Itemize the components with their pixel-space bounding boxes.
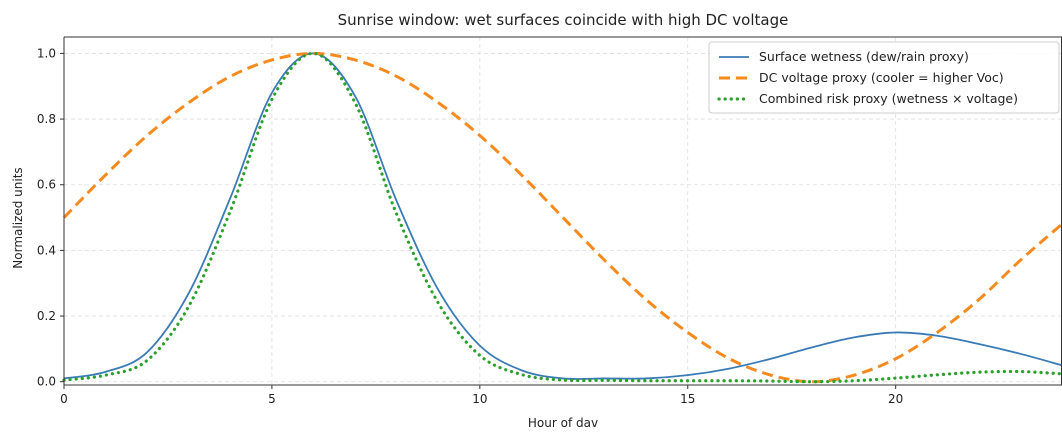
gridlines bbox=[63, 37, 1062, 385]
series-line-combined-risk-proxy-wetn bbox=[62, 51, 1062, 384]
y-tick-label: 0.8 bbox=[37, 112, 56, 126]
y-tick-label: 0.2 bbox=[37, 309, 56, 323]
y-axis-label: Normalized units bbox=[11, 167, 25, 268]
legend-entry-label: DC voltage proxy (cooler = higher Voc) bbox=[759, 70, 1004, 85]
x-tick-label: 20 bbox=[888, 392, 903, 406]
series-group bbox=[62, 51, 1062, 384]
x-axis-label: Hour of dav bbox=[528, 416, 598, 430]
y-tick-label: 0.0 bbox=[37, 375, 56, 389]
legend: Surface wetness (dew/rain proxy) DC volta… bbox=[708, 41, 1060, 114]
x-tick-label: 0 bbox=[60, 392, 68, 406]
y-tick-label: 0.6 bbox=[37, 178, 56, 192]
legend-box bbox=[708, 41, 1060, 114]
x-tick-label: 10 bbox=[472, 392, 487, 406]
legend-entry-label: Combined risk proxy (wetness × voltage) bbox=[759, 91, 1018, 106]
y-tick-label: 1.0 bbox=[37, 46, 56, 60]
y-tick-label: 0.4 bbox=[37, 243, 56, 257]
tick-labels: 0 5 10 15 20 0.0 0.2 0.4 0.6 0.8 1.0 bbox=[37, 46, 903, 406]
x-tick-label: 15 bbox=[680, 392, 695, 406]
legend-entry-label: Surface wetness (dew/rain proxy) bbox=[759, 49, 969, 64]
series-line-dc-voltage-proxy-cooler- bbox=[62, 51, 1062, 384]
chart-title: Sunrise window: wet surfaces coincide wi… bbox=[338, 11, 789, 29]
x-tick-label: 5 bbox=[268, 392, 276, 406]
series-line-surface-wetness-dew-rain bbox=[63, 52, 1062, 380]
